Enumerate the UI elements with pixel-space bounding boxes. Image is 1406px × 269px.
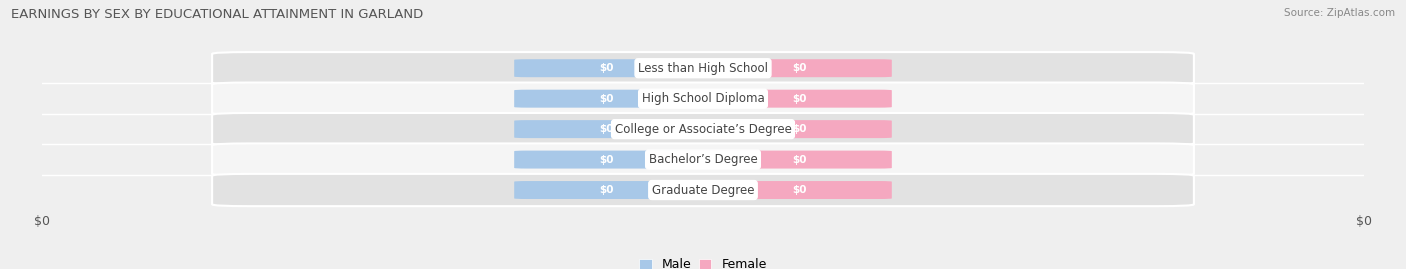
FancyBboxPatch shape: [515, 181, 716, 199]
Text: EARNINGS BY SEX BY EDUCATIONAL ATTAINMENT IN GARLAND: EARNINGS BY SEX BY EDUCATIONAL ATTAINMEN…: [11, 8, 423, 21]
FancyBboxPatch shape: [515, 59, 716, 77]
Text: High School Diploma: High School Diploma: [641, 92, 765, 105]
FancyBboxPatch shape: [212, 174, 1194, 206]
Text: Graduate Degree: Graduate Degree: [652, 183, 754, 197]
FancyBboxPatch shape: [690, 59, 891, 77]
Text: $0: $0: [793, 94, 807, 104]
FancyBboxPatch shape: [515, 151, 716, 169]
FancyBboxPatch shape: [212, 113, 1194, 145]
Text: Less than High School: Less than High School: [638, 62, 768, 75]
Legend: Male, Female: Male, Female: [640, 258, 766, 269]
Text: $0: $0: [793, 185, 807, 195]
Text: Source: ZipAtlas.com: Source: ZipAtlas.com: [1284, 8, 1395, 18]
Text: $0: $0: [599, 185, 613, 195]
FancyBboxPatch shape: [515, 120, 716, 138]
FancyBboxPatch shape: [515, 90, 716, 108]
Text: $0: $0: [599, 94, 613, 104]
Text: $0: $0: [599, 124, 613, 134]
FancyBboxPatch shape: [212, 52, 1194, 84]
Text: $0: $0: [599, 63, 613, 73]
FancyBboxPatch shape: [212, 83, 1194, 115]
FancyBboxPatch shape: [690, 120, 891, 138]
Text: College or Associate’s Degree: College or Associate’s Degree: [614, 123, 792, 136]
FancyBboxPatch shape: [690, 151, 891, 169]
Text: $0: $0: [793, 155, 807, 165]
FancyBboxPatch shape: [212, 143, 1194, 176]
Text: Bachelor’s Degree: Bachelor’s Degree: [648, 153, 758, 166]
FancyBboxPatch shape: [690, 90, 891, 108]
Text: $0: $0: [793, 124, 807, 134]
FancyBboxPatch shape: [690, 181, 891, 199]
Text: $0: $0: [793, 63, 807, 73]
Text: $0: $0: [599, 155, 613, 165]
